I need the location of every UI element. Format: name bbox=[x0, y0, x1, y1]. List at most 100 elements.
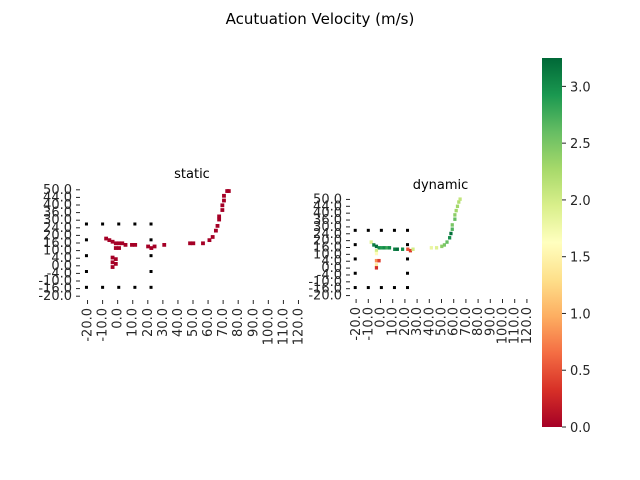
x-tick-label: 60.0 bbox=[201, 308, 216, 337]
y-tick-label: 10.0 bbox=[313, 247, 342, 262]
x-tick-label: 80.0 bbox=[231, 308, 246, 337]
x-tick-label: 100.0 bbox=[496, 307, 511, 344]
x-tick-label: -20.0 bbox=[81, 308, 96, 342]
y-tick-label: 4.0 bbox=[51, 251, 72, 266]
heatmap-cell bbox=[215, 224, 220, 228]
heatmap-cell bbox=[455, 204, 460, 209]
x-tick-label: 90.0 bbox=[246, 308, 261, 337]
grid-marker bbox=[379, 228, 383, 232]
heatmap-cell bbox=[457, 200, 461, 204]
y-tick-label: 44.0 bbox=[43, 190, 72, 205]
grid-marker bbox=[353, 257, 357, 261]
heatmap-cell bbox=[191, 241, 196, 246]
heatmap-cell bbox=[220, 203, 225, 208]
heatmap-cell bbox=[113, 262, 118, 266]
heatmap-cell bbox=[113, 241, 118, 246]
grid-marker bbox=[149, 254, 153, 258]
x-tick-label: -10.0 bbox=[361, 307, 376, 341]
heatmap-cell bbox=[226, 189, 231, 193]
heatmap-cell bbox=[408, 248, 413, 253]
grid-marker bbox=[133, 222, 137, 226]
y-tick-label: 36.0 bbox=[313, 213, 342, 228]
x-tick-label: 50.0 bbox=[186, 308, 201, 337]
heatmap-cell bbox=[110, 255, 115, 260]
heatmap-cell bbox=[429, 246, 433, 250]
heatmap-cell bbox=[449, 231, 453, 236]
heatmap-cell bbox=[374, 263, 379, 267]
y-tick-label: -4.0 bbox=[317, 268, 342, 283]
x-tick-label: -10.0 bbox=[96, 308, 111, 342]
y-tick-label: -10.0 bbox=[38, 274, 72, 289]
heatmap-cell bbox=[450, 227, 454, 231]
heatmap-cell bbox=[377, 246, 381, 250]
colorbar-tick-label: 1.0 bbox=[570, 307, 591, 322]
y-tick-label: -16.0 bbox=[38, 282, 72, 297]
y-tick-label: 40.0 bbox=[313, 206, 342, 221]
grid-marker bbox=[366, 228, 370, 232]
heatmap-cell bbox=[110, 265, 115, 269]
x-tick-label: 30.0 bbox=[156, 308, 171, 337]
heatmap-cell bbox=[162, 243, 167, 247]
heatmap-cell bbox=[120, 241, 125, 246]
y-tick-label: -20.0 bbox=[38, 289, 72, 304]
colorbar: 0.0 0.5 1.0 1.5 2.0 2.5 3.0 bbox=[542, 58, 591, 436]
colorbar-tick-label: 0.0 bbox=[570, 421, 591, 436]
y-tick-label: 30.0 bbox=[313, 220, 342, 235]
grid-marker bbox=[133, 285, 137, 289]
heatmap-cell bbox=[188, 241, 192, 246]
y-tick-label: 44.0 bbox=[313, 199, 342, 214]
heatmap-cell bbox=[445, 240, 449, 244]
heatmap-cell bbox=[152, 244, 157, 249]
x-tick-label: 40.0 bbox=[422, 307, 437, 336]
y-tick-label: 20.0 bbox=[43, 228, 72, 243]
x-tick-label: 50.0 bbox=[435, 307, 450, 336]
heatmap-cell bbox=[406, 247, 410, 251]
heatmap-cell bbox=[387, 246, 392, 250]
y-tick-label: 0.0 bbox=[51, 259, 72, 274]
y-tick-label: 36.0 bbox=[43, 206, 72, 221]
y-tick-label: -4.0 bbox=[47, 266, 72, 281]
x-tick-label: -20.0 bbox=[349, 307, 364, 341]
heatmap-cell bbox=[400, 247, 405, 251]
y-tick-label: 50.0 bbox=[313, 192, 342, 207]
x-tick-label: 0.0 bbox=[111, 308, 126, 329]
x-tick-label: 10.0 bbox=[126, 308, 141, 337]
x-tick-label: 70.0 bbox=[216, 308, 231, 337]
grid-marker bbox=[149, 270, 153, 273]
heatmap-cell bbox=[113, 257, 118, 262]
colorbar-tick-label: 2.5 bbox=[570, 137, 591, 152]
y-tick-label: 4.0 bbox=[321, 254, 342, 269]
heatmap-cell bbox=[453, 217, 457, 221]
heatmap-cell bbox=[217, 217, 222, 222]
grid-marker bbox=[84, 285, 88, 289]
x-tick-label: 90.0 bbox=[483, 307, 498, 336]
x-tick-label: 70.0 bbox=[459, 307, 474, 336]
heatmap-cell bbox=[458, 197, 462, 201]
grid-marker bbox=[84, 270, 88, 273]
grid-marker bbox=[406, 228, 410, 232]
grid-marker bbox=[149, 222, 153, 226]
panel-title: static bbox=[174, 167, 210, 182]
heatmap-cell bbox=[382, 246, 386, 250]
x-tick-label: 60.0 bbox=[447, 307, 462, 336]
grid-marker bbox=[366, 286, 370, 290]
grid-marker bbox=[149, 285, 153, 289]
colorbar-tick-label: 0.5 bbox=[570, 364, 591, 379]
grid-marker bbox=[406, 257, 410, 261]
heatmap-cell bbox=[369, 240, 373, 244]
y-tick-label: -16.0 bbox=[308, 282, 342, 297]
heatmap-cell bbox=[374, 258, 379, 263]
y-tick-label: 16.0 bbox=[313, 241, 342, 256]
heatmap-cell bbox=[201, 241, 205, 246]
grid-marker bbox=[117, 222, 121, 226]
grid-marker bbox=[84, 238, 88, 242]
y-tick-label: -20.0 bbox=[308, 289, 342, 304]
y-tick-label: 10.0 bbox=[43, 244, 72, 259]
heatmap-cell bbox=[222, 193, 226, 198]
heatmap-cell bbox=[220, 208, 225, 212]
grid-marker bbox=[379, 286, 383, 290]
heatmap-cell bbox=[110, 239, 115, 244]
x-tick-label: 0.0 bbox=[374, 307, 389, 328]
heatmap-cell bbox=[146, 244, 151, 249]
